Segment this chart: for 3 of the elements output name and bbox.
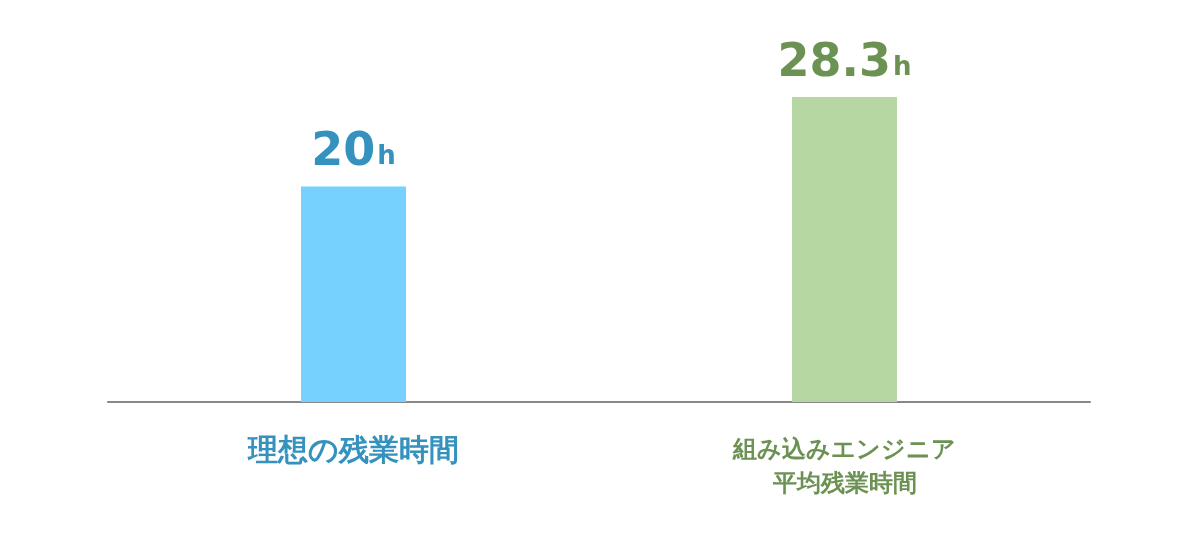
data-label: 20h bbox=[311, 122, 396, 177]
x-tick-label: 理想の残業時間 bbox=[247, 431, 459, 467]
x-tick-label: 組み込みエンジニア平均残業時間 bbox=[732, 435, 956, 497]
